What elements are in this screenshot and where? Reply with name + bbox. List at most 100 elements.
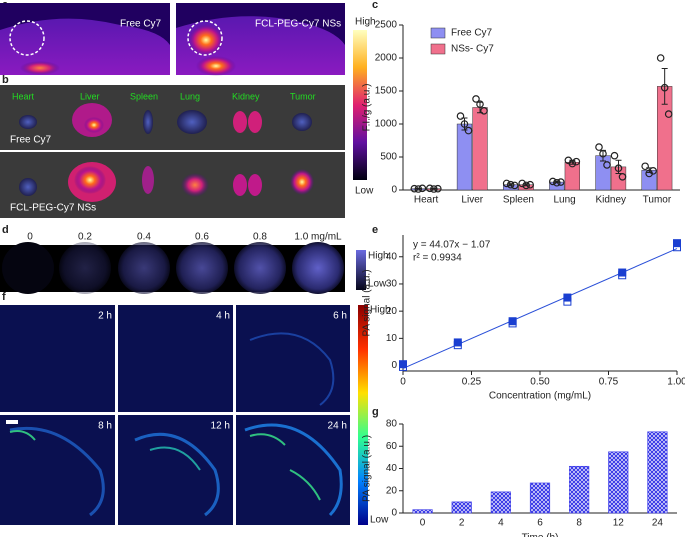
legend-label: Free Cy7: [451, 28, 493, 39]
data-point: [664, 110, 673, 118]
data-point: [518, 179, 526, 188]
data-point: [399, 362, 407, 371]
data-point: [418, 184, 427, 193]
image-b: Heart Liver Spleen Lung Kidney Tumor Fre…: [0, 85, 345, 218]
x-tick-label: 12: [613, 518, 625, 529]
panel-label: c: [372, 0, 378, 11]
data-point: [502, 179, 511, 188]
data-point: [614, 164, 623, 173]
row-label: FCL-PEG-Cy7 NSs: [10, 203, 96, 214]
y-tick-label: 40: [386, 251, 398, 262]
data-point: [508, 319, 517, 328]
y-axis-label: PA signal (a.u.): [362, 435, 373, 502]
data-point: [476, 100, 484, 109]
data-point: [506, 180, 515, 189]
conc-label: 0: [27, 232, 33, 243]
colorbar: [353, 30, 367, 180]
conc-label: 0.2: [78, 232, 92, 243]
data-point: [508, 317, 517, 326]
error-bar: [430, 187, 437, 190]
data-point: [460, 120, 469, 128]
colorbar: [358, 305, 368, 525]
y-tick-label: 0: [391, 185, 397, 196]
data-point: [673, 243, 681, 252]
data-point: [610, 151, 619, 160]
data-point: [641, 162, 649, 171]
data-point: [656, 54, 665, 62]
colorbar-label: High: [370, 305, 391, 316]
image-f: 2 h 4 h 6 h 8 h 12 h 24 h: [0, 305, 350, 525]
x-tick-label: Tumor: [643, 195, 672, 206]
legend-swatch: [430, 27, 446, 39]
organ-label: Spleen: [130, 91, 158, 101]
data-point: [563, 297, 572, 306]
y-tick-label: 2000: [375, 53, 398, 64]
legend-label: NSs- Cy7: [451, 44, 494, 55]
x-tick-label: 4: [498, 518, 504, 529]
panel-label: b: [2, 74, 9, 86]
colorbar-label: High: [355, 17, 376, 28]
data-point: [456, 112, 465, 120]
error-bar: [415, 187, 422, 190]
organ-label: Heart: [12, 91, 35, 101]
chart: 0 500 1000 1500 2000 2500 F.I./g (a.u.) Heart Li…: [362, 20, 680, 206]
organ-label: Lung: [180, 91, 200, 101]
time-label: 24 h: [328, 421, 347, 432]
organ-label: Liver: [80, 91, 100, 101]
x-tick-label: 1.00: [667, 377, 685, 388]
panel-label: d: [2, 224, 9, 236]
annotation: y = 44.07x − 1.07: [413, 240, 491, 251]
y-axis-label: PA signal (a.u.): [362, 269, 373, 336]
bar: [647, 431, 668, 514]
organ-label: Tumor: [290, 91, 316, 101]
y-tick-label: 500: [380, 152, 397, 163]
bar: [529, 482, 551, 514]
data-point: [553, 178, 561, 187]
x-tick-label: 24: [652, 518, 664, 529]
x-tick-label: Spleen: [503, 195, 534, 206]
time-label: 2 h: [98, 311, 112, 322]
data-point: [453, 338, 462, 347]
y-tick-label: 0: [391, 508, 397, 519]
data-point: [618, 271, 627, 280]
x-tick-label: 0.50: [530, 377, 550, 388]
data-point: [472, 95, 480, 103]
data-point: [453, 341, 462, 350]
x-tick-label: 0.75: [599, 377, 619, 388]
data-point: [414, 185, 423, 193]
image-a1: Free Cy7: [0, 3, 170, 76]
x-tick-label: 2: [459, 518, 465, 529]
y-tick-label: 20: [386, 485, 398, 496]
image-d: 0 0.2 0.4 0.6 0.8 1.0 mg/mL: [0, 232, 345, 294]
data-point: [618, 173, 627, 181]
panel-label: f: [2, 291, 6, 303]
annotation: r² = 0.9934: [413, 253, 462, 264]
colorbar-label: Low: [355, 186, 374, 197]
y-tick-label: 0: [391, 360, 397, 371]
y-axis-label: F.I./g (a.u.): [362, 84, 373, 132]
legend-swatch: [430, 43, 446, 55]
row-label: Free Cy7: [10, 135, 52, 146]
data-point: [526, 180, 534, 189]
y-tick-label: 1500: [375, 86, 398, 97]
conc-label: 0.4: [137, 232, 151, 243]
time-label: 6 h: [333, 311, 347, 322]
time-label: 8 h: [98, 421, 112, 432]
x-tick-label: 6: [537, 518, 543, 529]
bar: [451, 501, 472, 514]
bar: [472, 107, 488, 191]
x-tick-label: Kidney: [595, 195, 626, 206]
y-tick-label: 80: [386, 419, 398, 430]
image-label: FCL-PEG-Cy7 NSs: [255, 19, 341, 30]
conc-label: 0.6: [195, 232, 209, 243]
data-point: [510, 181, 519, 190]
data-point: [618, 268, 627, 277]
bar: [641, 169, 657, 191]
x-axis-label: Time (h): [522, 533, 559, 537]
conc-label: 0.8: [253, 232, 267, 243]
data-point: [660, 83, 669, 92]
x-tick-label: 0.25: [462, 377, 482, 388]
data-point: [430, 185, 438, 193]
colorbar-label: High: [368, 251, 389, 262]
